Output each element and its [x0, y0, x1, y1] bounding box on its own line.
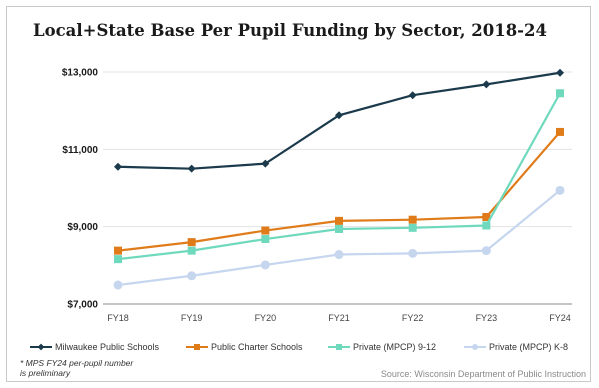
chart-frame: [6, 6, 591, 382]
data-point: [114, 246, 122, 255]
data-point: [187, 164, 196, 173]
legend-item: Private (MPCP) 9-12: [328, 341, 436, 353]
data-point: [408, 223, 417, 232]
legend-swatch: [328, 341, 350, 353]
legend-item: Milwaukee Public Schools: [30, 341, 159, 353]
y-tick-label: $13,000: [62, 68, 99, 79]
legend-label: Public Charter Schools: [211, 342, 303, 352]
data-point: [408, 248, 418, 258]
data-point: [482, 80, 491, 89]
data-point: [261, 226, 270, 235]
legend-label: Private (MPCP) K-8: [489, 342, 569, 352]
data-point: [555, 185, 565, 195]
legend-swatch: [464, 341, 486, 353]
chart-legend: Milwaukee Public Schools Public Charter S…: [30, 341, 595, 357]
legend-label: Private (MPCP) 9-12: [353, 342, 437, 352]
x-tick-label: FY22: [402, 313, 424, 323]
y-tick-label: $9,000: [67, 222, 98, 233]
legend-item: Private (MPCP) K-8: [464, 341, 568, 353]
data-point: [556, 127, 564, 136]
legend-swatch: [186, 341, 208, 353]
x-tick-label: FY18: [107, 313, 129, 323]
data-point: [334, 250, 344, 260]
y-tick-label: $7,000: [67, 300, 98, 311]
data-point: [335, 111, 343, 120]
legend-swatch: [30, 341, 52, 353]
data-point: [335, 224, 343, 233]
x-tick-label: FY19: [181, 313, 203, 323]
x-tick-label: FY21: [328, 313, 350, 323]
x-tick-label: FY20: [255, 313, 277, 323]
data-point: [261, 235, 270, 244]
data-point: [335, 216, 343, 225]
data-point: [113, 280, 123, 290]
data-point: [556, 68, 564, 77]
x-tick-label: FY23: [476, 313, 498, 323]
chart-title: Local+State Base Per Pupil Funding by Se…: [33, 21, 547, 40]
data-point: [114, 255, 122, 264]
line-chart: $7,000 $9,000 $11,000 $13,000 FY18 FY19 FY20 FY…: [62, 68, 572, 323]
data-point: [261, 159, 270, 168]
legend-label: Milwaukee Public Schools: [55, 342, 160, 352]
x-tick-label: FY24: [549, 313, 571, 323]
data-point: [260, 260, 270, 270]
data-point: [408, 215, 417, 224]
data-point: [187, 271, 197, 281]
data-point: [481, 246, 491, 256]
data-point: [187, 246, 196, 255]
y-tick-label: $11,000: [62, 145, 98, 156]
legend-item: Public Charter Schools: [186, 341, 303, 353]
data-point: [408, 91, 417, 100]
data-point: [482, 221, 491, 230]
preliminary-note: * MPS FY24 per-pupil number is prelimina…: [20, 358, 134, 378]
data-point: [187, 238, 196, 247]
source-caption: Source: Wisconsin Department of Public I…: [380, 369, 586, 379]
series-line-0: [117, 71, 561, 170]
data-point: [482, 213, 491, 221]
series-line-3: [117, 189, 561, 287]
data-point: [556, 89, 564, 98]
data-point: [114, 162, 122, 171]
